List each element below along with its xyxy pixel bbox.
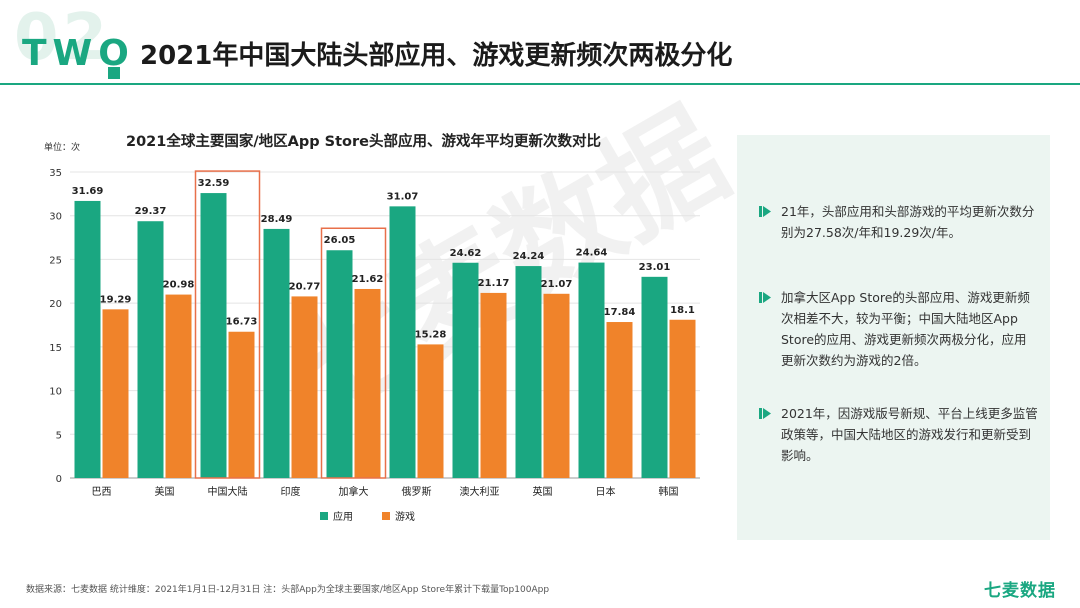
bar-app: [137, 221, 164, 478]
bar-game: [165, 294, 192, 478]
bar-game: [480, 292, 507, 478]
bar-game: [417, 344, 444, 478]
data-label: 24.64: [576, 248, 608, 259]
bar-game: [669, 319, 696, 478]
data-label: 16.73: [226, 317, 258, 328]
insight-text: 加拿大区App Store的头部应用、游戏更新频次相差不大，较为平衡；中国大陆地…: [781, 290, 1030, 368]
page-title: 2021年中国大陆头部应用、游戏更新频次两极分化: [140, 41, 733, 71]
data-label: 23.01: [639, 262, 671, 273]
x-tick-label: 俄罗斯: [402, 485, 432, 498]
data-label: 32.59: [198, 178, 230, 189]
data-label: 15.28: [415, 329, 447, 340]
y-tick-label: 5: [56, 430, 62, 441]
bar-game: [228, 331, 255, 478]
y-tick-label: 30: [49, 212, 62, 223]
bar-chart: 0 5 10 15 20 25 30 35 31.69 19.29 巴西 29.37 20.98 美国 32…: [49, 168, 700, 523]
data-label: 31.07: [387, 191, 419, 202]
data-label: 24.24: [513, 251, 545, 262]
legend-swatch: [382, 512, 390, 520]
bar-game: [543, 293, 570, 478]
legend-swatch: [320, 512, 328, 520]
data-label: 26.05: [324, 235, 356, 246]
y-tick-label: 25: [49, 255, 62, 266]
insights-panel: 21年，头部应用和头部游戏的平均更新次数分别为27.58次/年和19.29次/年…: [737, 135, 1050, 540]
insight-text: 2021年，因游戏版号新规、平台上线更多监管政策等，中国大陆地区的游戏发行和更新…: [781, 406, 1038, 463]
section-dot: [108, 67, 120, 79]
data-label: 28.49: [261, 214, 293, 225]
bar-app: [641, 276, 668, 478]
bar-app: [578, 262, 605, 478]
data-label: 18.1: [670, 305, 695, 316]
bar-game: [354, 288, 381, 478]
data-label: 29.37: [135, 206, 167, 217]
insight-item: 加拿大区App Store的头部应用、游戏更新频次相差不大，较为平衡；中国大陆地…: [759, 287, 1039, 371]
bar-app: [515, 266, 542, 478]
data-label: 21.17: [478, 278, 510, 289]
insight-text: 21年，头部应用和头部游戏的平均更新次数分别为27.58次/年和19.29次/年…: [781, 204, 1035, 240]
x-tick-label: 加拿大: [339, 485, 369, 498]
unit-label: 单位：次: [44, 143, 81, 153]
section-word: TWO: [22, 33, 135, 74]
bar-app: [452, 262, 479, 478]
insight-item: 2021年，因游戏版号新规、平台上线更多监管政策等，中国大陆地区的游戏发行和更新…: [759, 403, 1039, 466]
x-tick-label: 美国: [155, 485, 175, 498]
bar-game: [606, 322, 633, 478]
arrow-bullet-icon: [759, 292, 771, 303]
bar-app: [263, 228, 290, 478]
y-tick-label: 35: [49, 168, 62, 179]
x-tick-label: 英国: [533, 485, 553, 498]
header-divider: [0, 83, 1080, 85]
data-label: 20.77: [289, 281, 321, 292]
x-tick-label: 澳大利亚: [460, 485, 500, 498]
x-tick-label: 日本: [596, 485, 616, 498]
data-label: 31.69: [72, 186, 104, 197]
data-label: 19.29: [100, 294, 132, 305]
x-tick-label: 韩国: [659, 485, 679, 498]
bar-app: [74, 200, 101, 479]
highlight-box: [320, 227, 387, 479]
bar-app: [200, 193, 227, 478]
section-number: 02: [14, 1, 112, 75]
arrow-bullet-icon: [759, 408, 771, 419]
y-tick-label: 20: [49, 299, 62, 310]
x-tick-label: 巴西: [92, 486, 112, 498]
data-label: 20.98: [163, 280, 195, 291]
bar-game: [102, 309, 129, 478]
chart-title: 2021全球主要国家/地区App Store头部应用、游戏年平均更新次数对比: [126, 134, 602, 150]
y-tick-label: 15: [49, 343, 62, 354]
arrow-bullet-icon: [759, 206, 771, 217]
data-label: 21.62: [352, 274, 384, 285]
data-label: 24.62: [450, 248, 482, 259]
brand-logo: 七麦数据: [984, 581, 1056, 601]
data-source-note: 数据来源：七麦数据 统计维度：2021年1月1日-12月31日 注：头部App为…: [26, 585, 550, 595]
bar-app: [326, 250, 353, 478]
data-label: 21.07: [541, 279, 573, 290]
bar-game: [291, 296, 318, 478]
bar-app: [389, 206, 416, 478]
x-tick-label: 中国大陆: [208, 485, 248, 498]
insight-item: 21年，头部应用和头部游戏的平均更新次数分别为27.58次/年和19.29次/年…: [759, 201, 1039, 243]
data-label: 17.84: [604, 307, 636, 318]
highlight-box: [194, 170, 261, 479]
x-tick-label: 印度: [281, 485, 301, 498]
legend-label: 游戏: [395, 510, 415, 523]
y-tick-label: 0: [56, 474, 62, 485]
legend-label: 应用: [333, 510, 353, 523]
y-tick-label: 10: [49, 387, 62, 398]
